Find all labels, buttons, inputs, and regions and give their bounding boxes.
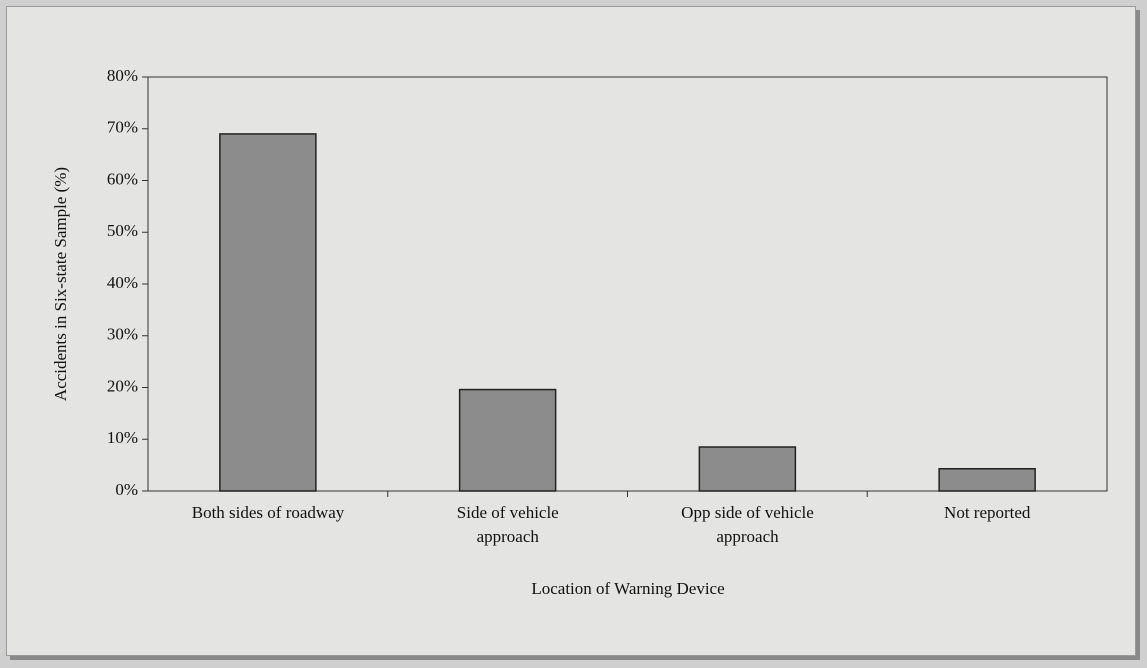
x-tick-label: Not reported [944, 503, 1031, 522]
y-tick-label: 60% [107, 169, 138, 188]
y-tick-label: 80% [107, 66, 138, 85]
x-tick-label: Side of vehicle approach [456, 503, 559, 546]
x-tick-label: Both sides of roadway [191, 503, 345, 522]
bar [458, 388, 557, 492]
chart-frame [6, 6, 1136, 656]
x-axis-label: Location of Warning Device [531, 579, 724, 598]
y-tick-label: 70% [107, 118, 138, 137]
bar [938, 467, 1036, 492]
y-tick-label: 10% [107, 428, 138, 447]
bar [698, 446, 797, 492]
y-tick-label: 40% [107, 273, 138, 292]
y-tick-label: 50% [107, 221, 138, 240]
y-tick-label: 0% [115, 480, 138, 499]
y-axis-label: Accidents in Six-state Sample (%) [51, 167, 70, 401]
y-tick-label: 20% [107, 376, 138, 395]
x-tick-label: Opp side of vehicle approach [681, 503, 814, 546]
y-tick-label: 30% [107, 325, 138, 344]
bar [219, 133, 317, 492]
